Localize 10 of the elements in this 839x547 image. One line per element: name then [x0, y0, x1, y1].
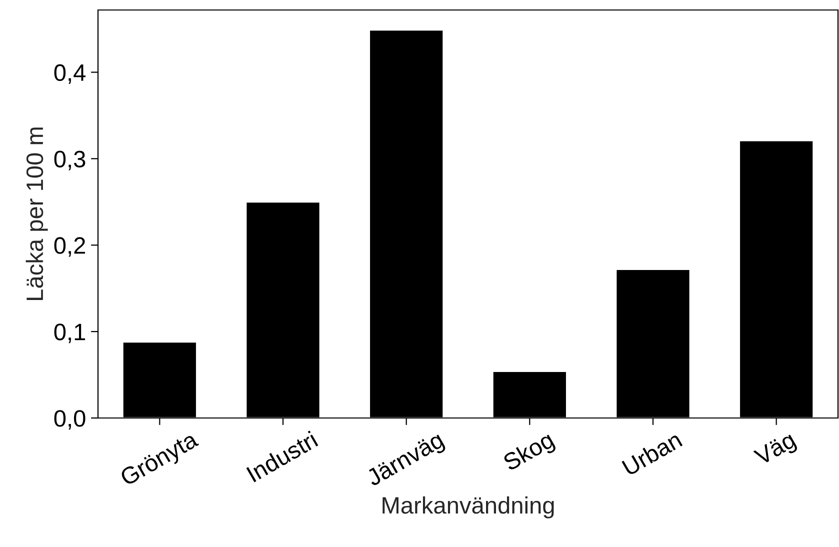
y-tick-label: 0,2 — [54, 237, 86, 257]
y-tick-label: 0,4 — [54, 64, 86, 84]
y-tick-label: 0,1 — [54, 324, 86, 344]
y-axis-title: Läcka per 100 m — [26, 128, 48, 300]
x-tick-label: Urban — [621, 430, 683, 476]
y-tick-label: 0,3 — [54, 150, 86, 170]
x-tick-label: Skog — [502, 430, 558, 476]
y-tick-label: 0,0 — [54, 410, 86, 430]
x-axis-title: Markanvändning — [382, 496, 554, 518]
x-tick-label: Väg — [753, 431, 799, 470]
